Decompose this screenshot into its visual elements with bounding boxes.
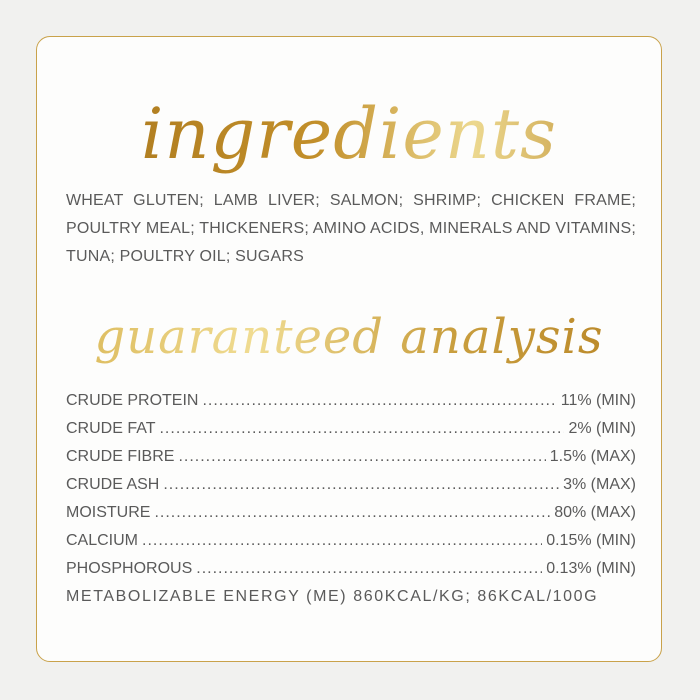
analysis-row: MOISTURE 80% (MAX) bbox=[66, 499, 636, 527]
analysis-row: PHOSPHOROUS 0.13% (MIN) bbox=[66, 555, 636, 583]
energy-line: METABOLIZABLE ENERGY (ME) 860KCAL/KG; 86… bbox=[66, 588, 599, 605]
row-value: 3% (MAX) bbox=[563, 476, 636, 493]
analysis-row: CRUDE FIBRE 1.5% (MAX) bbox=[66, 443, 636, 471]
ingredients-text: WHEAT GLUTEN; LAMB LIVER; SALMON; SHRIMP… bbox=[66, 192, 636, 265]
dot-leader bbox=[202, 387, 556, 415]
info-card: ingredients WHEAT GLUTEN; LAMB LIVER; SA… bbox=[36, 36, 662, 662]
analysis-row: CRUDE PROTEIN 11% (MIN) bbox=[66, 387, 636, 415]
row-label: CRUDE FAT bbox=[66, 420, 156, 437]
analysis-table: CRUDE PROTEIN 11% (MIN) CRUDE FAT 2% (MIN)… bbox=[66, 387, 636, 611]
row-value: 0.15% (MIN) bbox=[546, 532, 636, 549]
row-label: CALCIUM bbox=[66, 532, 139, 549]
row-value: 0.13% (MIN) bbox=[546, 560, 636, 577]
row-label: MOISTURE bbox=[66, 504, 151, 521]
row-label: CRUDE PROTEIN bbox=[66, 392, 199, 409]
row-value: 11% (MIN) bbox=[560, 392, 636, 409]
analysis-row: CALCIUM 0.15% (MIN) bbox=[66, 527, 636, 555]
analysis-row: CRUDE ASH 3% (MAX) bbox=[66, 471, 636, 499]
row-label: CRUDE FIBRE bbox=[66, 448, 175, 465]
row-value: 80% (MAX) bbox=[554, 504, 636, 521]
row-label: CRUDE ASH bbox=[66, 476, 160, 493]
row-value: 1.5% (MAX) bbox=[549, 448, 636, 465]
dot-leader bbox=[163, 471, 559, 499]
dot-leader bbox=[142, 527, 542, 555]
dot-leader bbox=[154, 499, 550, 527]
dot-leader bbox=[196, 555, 542, 583]
analysis-heading: guaranteed analysis bbox=[37, 309, 661, 365]
row-value: 2% (MIN) bbox=[568, 420, 636, 437]
dot-leader bbox=[178, 443, 545, 471]
analysis-row: CRUDE FAT 2% (MIN) bbox=[66, 415, 636, 443]
dot-leader bbox=[159, 415, 564, 443]
ingredients-heading: ingredients bbox=[37, 93, 661, 175]
row-label: PHOSPHOROUS bbox=[66, 560, 193, 577]
